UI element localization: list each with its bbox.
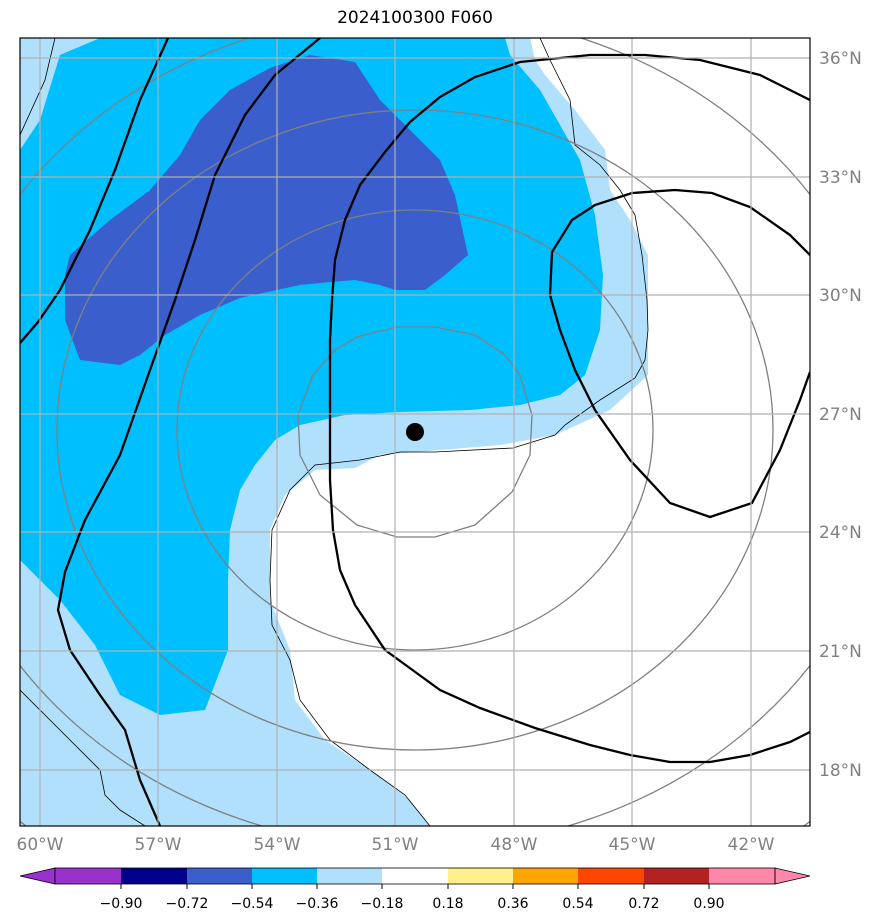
lon-label: 54°W	[254, 835, 301, 855]
colorbar-segment	[55, 868, 121, 884]
lat-label: 33°N	[819, 168, 862, 188]
colorbar-tick-label: 0.72	[628, 896, 659, 912]
coastline-west-upper	[20, 38, 56, 136]
lon-tick-labels: 60°W 57°W 54°W 51°W 48°W 45°W 42°W	[17, 835, 775, 855]
lat-label: 36°N	[819, 49, 862, 69]
range-ring-1	[297, 326, 533, 538]
fill-dark-blue	[65, 55, 468, 365]
colorbar-segment	[382, 868, 448, 884]
range-ring-3	[56, 109, 774, 751]
colorbar-segment	[513, 868, 578, 884]
lon-label: 42°W	[728, 835, 775, 855]
colorbar-segment	[252, 868, 317, 884]
colorbar-segment	[578, 868, 644, 884]
coastline-west-lower	[20, 689, 146, 826]
lon-label: 57°W	[135, 835, 182, 855]
colorbar-tick-label: 0.36	[497, 896, 528, 912]
lon-label: 51°W	[372, 835, 419, 855]
coastline	[269, 38, 649, 826]
range-ring-2	[176, 209, 654, 651]
lat-label: 30°N	[819, 286, 862, 306]
colorbar-tick-label: −0.72	[166, 896, 209, 912]
lat-tick-labels: 18°N 21°N 24°N 27°N 30°N 33°N 36°N	[819, 49, 862, 781]
colorbar-ticks	[120, 884, 710, 889]
lat-label: 27°N	[819, 405, 862, 425]
colorbar-segment	[644, 868, 709, 884]
plot-title: 2024100300 F060	[337, 8, 493, 28]
colorbar-segment	[317, 868, 382, 884]
colorbar-frame	[54, 867, 776, 885]
lon-label: 60°W	[17, 835, 64, 855]
storm-center-marker	[406, 423, 424, 441]
lat-label: 18°N	[819, 761, 862, 781]
colorbar-tick-label: 0.54	[562, 896, 593, 912]
colorbar-extend-high	[774, 867, 811, 885]
lat-label: 21°N	[819, 642, 862, 662]
colorbar-segment	[709, 868, 775, 884]
colorbar-segment	[187, 868, 252, 884]
contour-ridge-line	[56, 38, 321, 826]
colorbar-segment	[121, 868, 187, 884]
plot-frame	[19, 37, 811, 827]
lat-label: 24°N	[819, 523, 862, 543]
colorbar: −0.90 −0.72 −0.54 −0.36 −0.18 0.18 0.36 …	[19, 867, 811, 912]
lon-label: 48°W	[491, 835, 538, 855]
colorbar-tick-label: −0.54	[231, 896, 274, 912]
height-contours	[20, 38, 810, 826]
colorbar-tick-label: 0.90	[693, 896, 724, 912]
contour-western-trough	[20, 38, 170, 344]
contour-eastern-low	[548, 188, 810, 519]
colorbar-tick-label: −0.90	[100, 896, 143, 912]
contour-central-low	[328, 53, 810, 764]
colorbar-segment	[448, 868, 513, 884]
lon-label: 45°W	[609, 835, 656, 855]
colorbar-tick-label: −0.18	[361, 896, 404, 912]
gridlines	[20, 38, 810, 826]
colorbar-tick-label: 0.18	[432, 896, 463, 912]
colorbar-tick-label: −0.36	[296, 896, 339, 912]
colorbar-extend-low	[19, 867, 56, 885]
